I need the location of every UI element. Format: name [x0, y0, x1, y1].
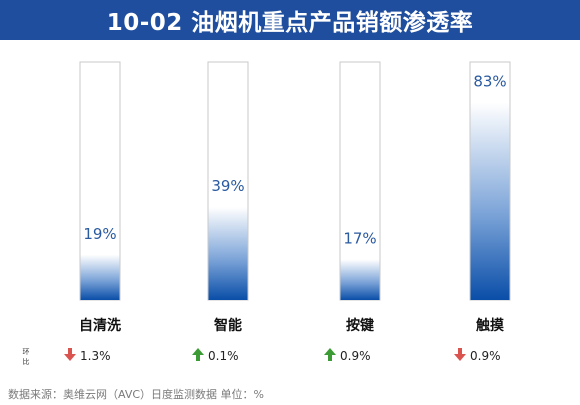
- penetration-bar-chart: 19% 39% 17% 83% 自清洗 智能 按键 触摸 1.3% 0.1% 0.9% 0.9%: [64, 61, 511, 363]
- bar-2: [208, 207, 248, 300]
- value-label: 83%: [473, 72, 506, 90]
- category-label: 智能: [213, 317, 242, 334]
- bar-1: [80, 254, 120, 300]
- value-label: 39%: [211, 177, 244, 195]
- value-label: 17%: [343, 230, 376, 248]
- change-value: 0.1%: [208, 349, 239, 363]
- change-row-label: 环比: [22, 348, 30, 366]
- category-label: 按键: [346, 317, 375, 334]
- down-arrow-icon: [454, 348, 466, 361]
- down-arrow-icon: [64, 348, 76, 361]
- change-value: 0.9%: [340, 349, 371, 363]
- category-label: 自清洗: [79, 317, 121, 334]
- bar-3: [340, 259, 380, 300]
- up-arrow-icon: [192, 348, 204, 361]
- up-arrow-icon: [324, 348, 336, 361]
- category-label: 触摸: [475, 317, 505, 334]
- change-value: 0.9%: [470, 349, 501, 363]
- chart-title: 10-02 油烟机重点产品销额渗透率: [0, 0, 580, 40]
- data-source-note: 数据来源：奥维云网（AVC）日度监测数据 单位：%: [8, 388, 264, 401]
- value-label: 19%: [83, 225, 116, 243]
- bar-4: [470, 102, 510, 301]
- change-value: 1.3%: [80, 349, 111, 363]
